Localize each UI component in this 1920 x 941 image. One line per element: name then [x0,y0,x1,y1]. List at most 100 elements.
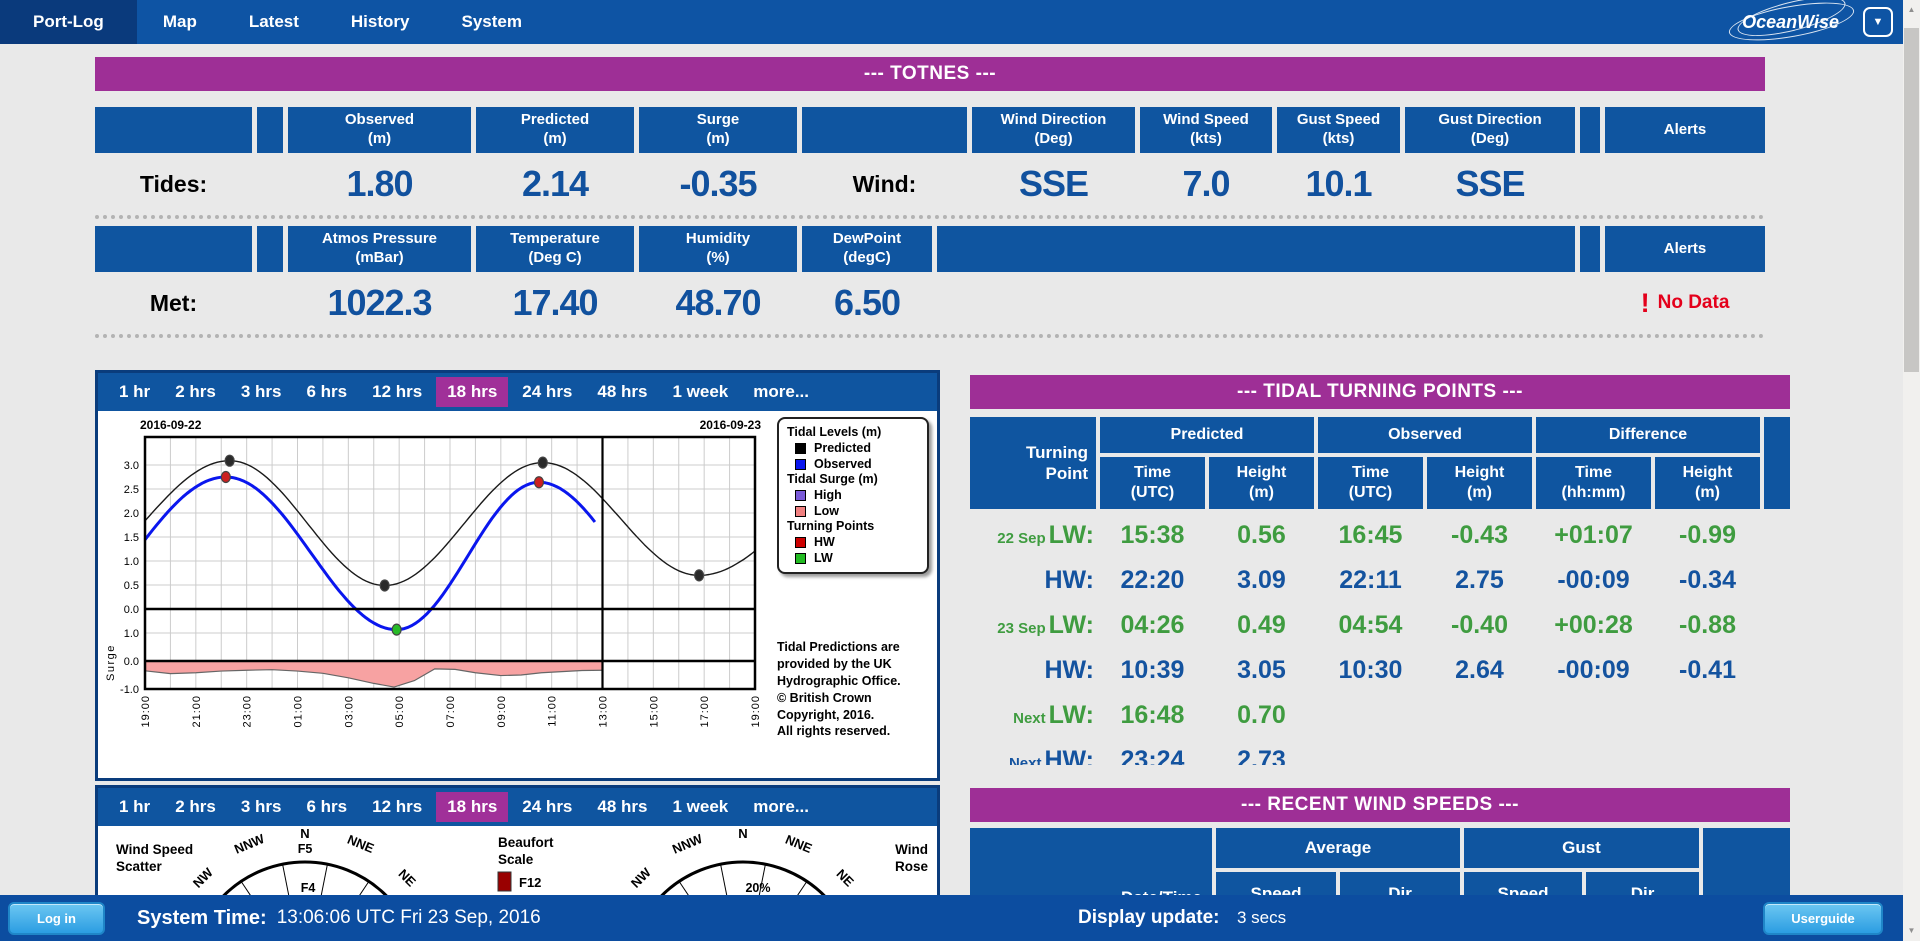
group-gust: Gust [1464,828,1699,868]
tides-header-row: Observed (m) Predicted (m) Surge (m) Win… [95,107,1765,153]
table-row: 22 Sep LW: 15:38 0.56 16:45 -0.43 +01:07 -0.… [997,521,1736,549]
tab-3hrs[interactable]: 3 hrs [240,382,282,401]
col-dewpoint: DewPoint (degC) [802,226,932,272]
tab-48hrs[interactable]: 48 hrs [597,797,648,816]
tab-18hrs[interactable]: 18 hrs [436,792,509,822]
col-temperature: Temperature (Deg C) [476,226,634,272]
group-observed: Observed [1318,417,1532,453]
nav-item-port-log[interactable]: Port-Log [0,0,137,44]
observed-swatch [795,458,806,470]
display-update-value: 3 secs [1237,908,1287,927]
col-gust-direction: Gust Direction (Deg) [1405,107,1575,153]
tab-more[interactable]: more... [753,382,809,401]
high-swatch [795,489,806,501]
station-summary: --- TOTNES --- Observed (m) Predicted (m… [95,57,1765,338]
tab-12hrs[interactable]: 12 hrs [372,382,423,401]
tides-label: Tides: [139,170,208,197]
tide-attribution: Tidal Predictions are provided by the UK… [777,640,901,739]
col-pressure: Atmos Pressure (mBar) [288,226,471,272]
tab-2hrs[interactable]: 2 hrs [175,382,216,401]
tide-observed-value: 1.80 [346,163,413,204]
login-button[interactable]: Log in [8,901,105,935]
gust-speed-value: 10.1 [1305,163,1372,204]
svg-text:03:00: 03:00 [343,695,355,728]
svg-text:NE: NE [833,866,857,890]
tab-48hrs[interactable]: 48 hrs [597,382,648,401]
tide-chart-body: 3.0 2.5 2.0 1.5 1.0 0.5 0.0 1.0 0.0 -1.0 19:00 21:0… [98,411,937,778]
scroll-up-icon[interactable]: ▲ [1907,5,1916,14]
svg-text:NW: NW [190,864,216,890]
nav-item-map[interactable]: Map [162,12,197,31]
table-row: Next LW: 16:48 0.70 [1013,701,1286,729]
tab-1week[interactable]: 1 week [672,382,729,401]
nav-dropdown-button[interactable]: ▼ [1863,7,1893,37]
predicted-swatch [795,442,806,454]
svg-text:17:00: 17:00 [699,695,711,728]
top-nav: Port-Log Map Latest History System Ocean… [0,0,1903,48]
nav-item-system[interactable]: System [461,12,522,31]
svg-text:NNE: NNE [345,832,376,856]
wind-speed-charts: N NNW NNE NW NE N NNW NNE NW NE F5 F4 20% Wind Speed S… [116,826,928,941]
svg-text:NNW: NNW [670,831,705,857]
userguide-button[interactable]: Userguide [1763,901,1883,935]
group-predicted: Predicted [1100,417,1314,453]
tab-more[interactable]: more... [753,797,809,816]
svg-text:19:00: 19:00 [140,695,152,728]
tab-12hrs[interactable]: 12 hrs [372,797,423,816]
svg-text:1.5: 1.5 [124,532,139,544]
svg-text:NW: NW [628,864,654,890]
svg-text:11:00: 11:00 [547,695,559,727]
tab-1hr[interactable]: 1 hr [119,382,151,401]
col-surge: Surge (m) [639,107,797,153]
svg-text:Wind Speed: Wind Speed [116,842,193,857]
svg-text:2016-09-23: 2016-09-23 [700,418,762,432]
system-time-label: System Time: [137,906,267,929]
svg-text:F5: F5 [298,842,313,856]
table-row: HW: 22:20 3.09 22:11 2.75 -00:09 -0.34 [1044,566,1736,594]
table-row: 23 Sep LW: 04:26 0.49 04:54 -0.40 +00:28 -0.… [997,611,1736,639]
display-update-label: Display update: [1078,907,1220,928]
tab-2hrs[interactable]: 2 hrs [175,797,216,816]
group-average: Average [1216,828,1460,868]
tab-1hr[interactable]: 1 hr [119,797,151,816]
tab-6hrs[interactable]: 6 hrs [306,797,348,816]
svg-text:21:00: 21:00 [191,695,203,728]
nav-item-history[interactable]: History [350,12,410,31]
turning-points-rows: 22 Sep LW: 15:38 0.56 16:45 -0.43 +01:07 -0.… [970,513,1790,765]
tab-1week[interactable]: 1 week [672,797,729,816]
svg-text:07:00: 07:00 [445,695,457,728]
legend-item-low: Low [787,504,919,518]
svg-text:-1.0: -1.0 [120,684,139,696]
col-gust-speed: Gust Speed (kts) [1277,107,1400,153]
svg-text:Scatter: Scatter [116,859,163,874]
svg-text:2016-09-22: 2016-09-22 [140,418,202,432]
tab-24hrs[interactable]: 24 hrs [522,382,573,401]
col-wind-direction: Wind Direction (Deg) [972,107,1135,153]
vertical-scrollbar[interactable]: ▲ ▼ [1903,0,1920,941]
tab-18hrs[interactable]: 18 hrs [436,377,509,407]
svg-text:09:00: 09:00 [496,695,508,728]
svg-text:F12: F12 [519,875,541,890]
turning-points-header: Turning Point Predicted Observed Differe… [970,417,1790,509]
dewpoint-value: 6.50 [833,282,901,323]
scrollbar-thumb[interactable] [1904,28,1919,372]
svg-text:1.0: 1.0 [124,628,139,640]
col-wind-speed: Wind Speed (kts) [1140,107,1272,153]
tab-6hrs[interactable]: 6 hrs [306,382,348,401]
svg-text:Scale: Scale [498,852,534,867]
svg-text:1.0: 1.0 [124,556,139,568]
svg-text:2.0: 2.0 [124,508,139,520]
chevron-down-icon: ▼ [1872,16,1884,28]
col-turning-point: Turning Point [970,417,1096,509]
svg-text:19:00: 19:00 [750,695,762,728]
col-alerts: Alerts [1605,107,1765,153]
tab-24hrs[interactable]: 24 hrs [522,797,573,816]
nav-item-latest[interactable]: Latest [248,12,299,31]
table-row: Next HW: 23:24 2.73 [1008,746,1286,765]
met-alert: ! No Data [1640,287,1730,318]
tab-3hrs[interactable]: 3 hrs [240,797,282,816]
wind-speed-value: 7.0 [1182,163,1230,204]
scroll-down-icon[interactable]: ▼ [1907,926,1916,935]
col-humidity: Humidity (%) [639,226,797,272]
